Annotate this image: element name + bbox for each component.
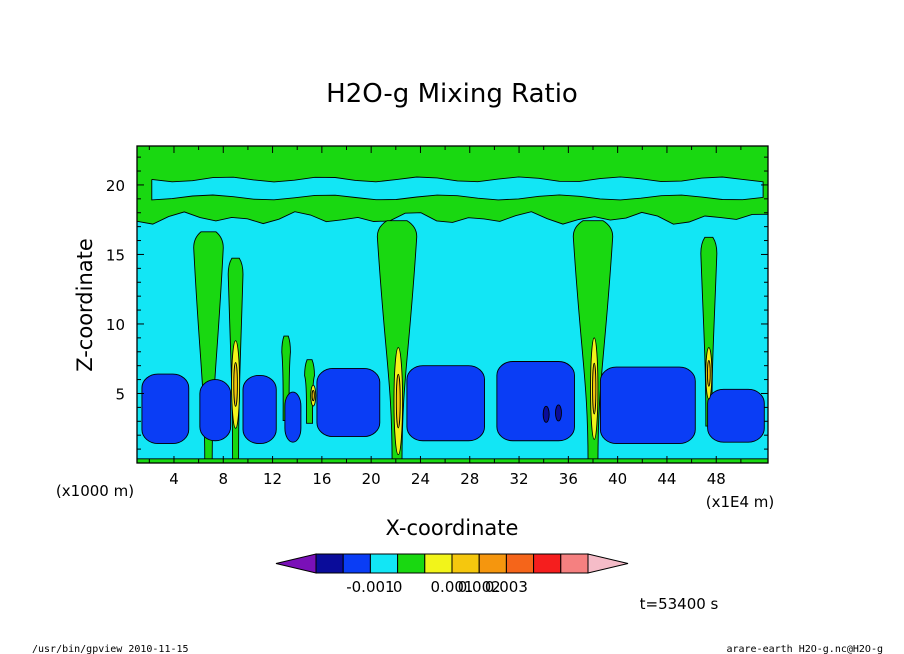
dry-cell	[406, 365, 485, 442]
upper-dry-band	[151, 176, 764, 201]
colorbar-box	[342, 553, 371, 574]
wet-core-inner	[395, 373, 401, 429]
colorbar-high-arrow	[587, 553, 629, 574]
time-label: t=53400 s	[640, 595, 719, 613]
colorbar-box	[397, 553, 426, 574]
x-axis-ticks: 4 8 12 16 20 24 28 32 36 40 44 48	[148, 146, 742, 488]
x-tick-label: 48	[707, 470, 726, 488]
x-axis-label: X-coordinate	[386, 516, 519, 540]
plot-frame	[136, 145, 769, 464]
wet-core-inner	[592, 362, 597, 415]
footer-command: /usr/bin/gpview 2010-11-15	[32, 644, 189, 654]
wet-core-inner	[707, 360, 711, 387]
x-tick-label: 20	[362, 470, 381, 488]
x-tick-label: 28	[460, 470, 479, 488]
x-tick-label: 40	[608, 470, 627, 488]
y-tick-label: 15	[106, 246, 125, 264]
y-tick-label: 10	[106, 316, 125, 334]
chart-title: H2O-g Mixing Ratio	[326, 79, 578, 109]
y-axis-label: Z-coordinate	[73, 238, 97, 372]
x-tick-label: 16	[312, 470, 331, 488]
colorbar-box	[424, 553, 453, 574]
contour-field	[137, 146, 768, 463]
colorbar-box	[451, 553, 480, 574]
driest-pocket	[542, 405, 550, 423]
x-tick-label: 12	[263, 470, 282, 488]
dry-cell	[199, 379, 232, 442]
dry-cell	[496, 361, 575, 442]
colorbar-box	[560, 553, 589, 574]
colorbar-tick-label: 0	[393, 578, 403, 596]
colorbar-tick-label: 0.001	[431, 578, 474, 596]
dry-cell	[316, 368, 381, 438]
x-tick-label: 4	[169, 470, 179, 488]
moist-plume	[700, 236, 718, 427]
colorbar-box	[533, 553, 562, 574]
moist-plume	[376, 220, 418, 463]
colorbar-tick-label: 0.002	[458, 578, 501, 596]
dry-cell	[284, 391, 302, 443]
dry-cell	[599, 366, 696, 444]
driest-pocket	[555, 404, 562, 422]
x-tick-label: 44	[657, 470, 676, 488]
y-tick-label: 5	[115, 385, 125, 403]
x-tick-label: 36	[559, 470, 578, 488]
dry-cell	[707, 388, 765, 443]
colorbar-tick-label: -0.001	[346, 578, 394, 596]
colorbar-box	[505, 553, 535, 574]
dry-cell	[141, 373, 190, 444]
footer-source: arare-earth_H2O-g.nc@H2O-g	[726, 644, 883, 654]
x-tick-label: 24	[411, 470, 430, 488]
dry-cell	[242, 374, 277, 444]
y-tick-label: 20	[106, 177, 125, 195]
colorbar-low-arrow	[275, 553, 317, 574]
moist-plume	[193, 231, 224, 463]
x-unit-right-label: (x1E4 m)	[706, 493, 775, 511]
x-unit-left-label: (x1000 m)	[56, 482, 134, 500]
colorbar-tick-label: 0.003	[485, 578, 528, 596]
x-tick-label: 32	[510, 470, 529, 488]
colorbar-box	[478, 553, 507, 574]
wet-core-inner	[311, 389, 315, 402]
colorbar-box	[315, 553, 344, 574]
wet-core-inner	[233, 362, 238, 407]
y-axis-ticks: 5 10 15 20	[106, 156, 768, 450]
colorbar-box	[369, 553, 399, 574]
surface-moist-strip	[137, 458, 768, 463]
x-tick-label: 8	[218, 470, 228, 488]
